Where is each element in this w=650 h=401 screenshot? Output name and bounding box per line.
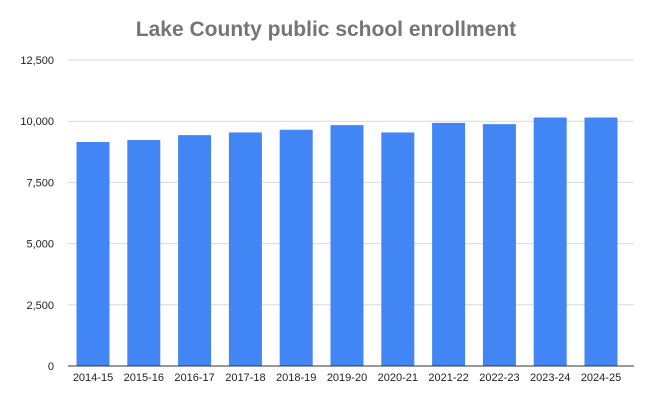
bars (76, 117, 618, 367)
bar-2019-20 (330, 125, 364, 367)
bar-2020-21 (381, 132, 415, 366)
chart-title: Lake County public school enrollment (136, 18, 516, 41)
bar-2021-22 (432, 122, 466, 366)
bar-2016-17 (178, 135, 212, 366)
x-tick-label: 2023-24 (530, 372, 570, 384)
x-axis-ticks: 2014-15 2015-16 2016-17 2017-18 2018-19 2019-… (73, 372, 621, 384)
x-tick-label: 2017-18 (225, 372, 265, 384)
x-tick-label: 2015-16 (124, 372, 164, 384)
y-tick-label: 7,500 (26, 177, 54, 189)
y-tick-label: 5,000 (26, 239, 54, 251)
y-tick-label: 12,500 (20, 55, 54, 67)
bar-2022-23 (482, 124, 516, 366)
y-tick-label: 2,500 (26, 300, 54, 312)
y-tick-label: 10,000 (20, 116, 54, 128)
x-tick-label: 2022-23 (479, 372, 519, 384)
x-tick-label: 2024-25 (581, 372, 621, 384)
bar-2015-16 (127, 140, 161, 366)
x-tick-label: 2021-22 (428, 372, 468, 384)
x-tick-label: 2020-21 (378, 372, 418, 384)
bar-2024-25 (584, 117, 618, 366)
bar-2023-24 (533, 117, 567, 366)
y-tick-label: 0 (48, 361, 54, 373)
x-tick-label: 2018-19 (276, 372, 316, 384)
bar-2018-19 (279, 129, 313, 366)
bar-2017-18 (228, 132, 262, 366)
x-tick-label: 2014-15 (73, 372, 113, 384)
x-tick-label: 2016-17 (174, 372, 214, 384)
bar-2014-15 (76, 142, 110, 366)
y-axis-ticks: 0 2,500 5,000 7,500 10,000 12,500 (20, 55, 54, 373)
x-tick-label: 2019-20 (327, 372, 367, 384)
